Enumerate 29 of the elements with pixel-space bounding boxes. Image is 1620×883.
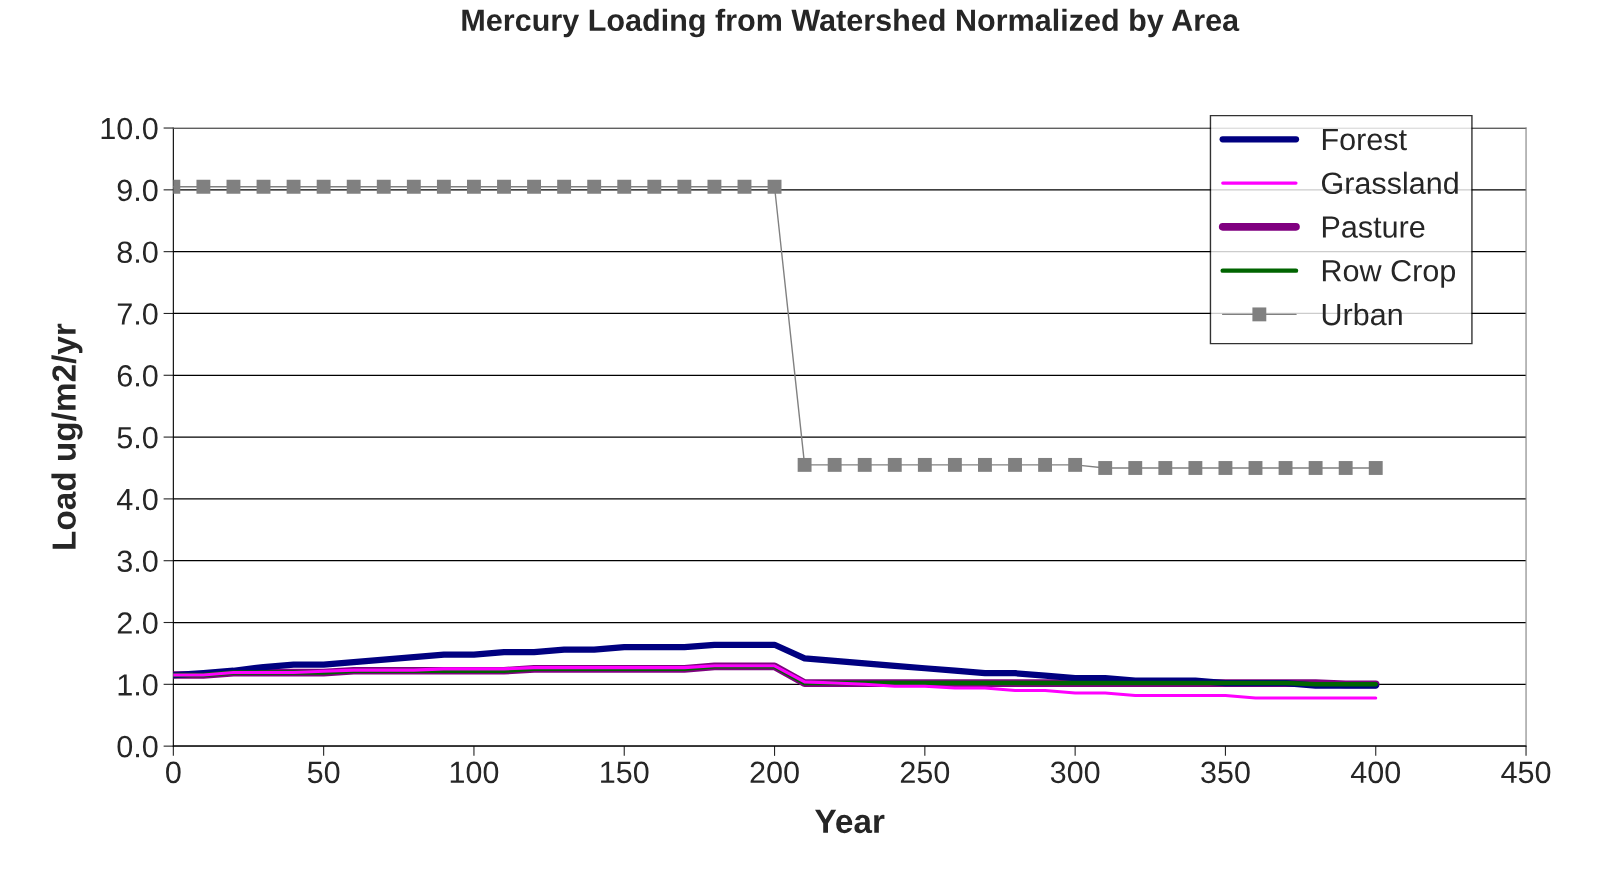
x-tick-label: 50 [307,761,340,784]
y-tick-label: 9.0 [117,179,158,202]
y-tick-label: 8.0 [117,241,158,264]
y-tick-label: 10.0 [101,117,158,140]
y-tick-label: 0.0 [117,735,158,758]
chart-title: Mercury Loading from Watershed Normalized by Area [462,8,1240,38]
y-tick-label: 7.0 [117,303,158,325]
legend-label: Pasture [1322,216,1425,238]
x-tick-label: 450 [1501,761,1551,784]
legend-label: Row Crop [1322,259,1456,288]
y-tick-label: 1.0 [118,674,158,696]
y-tick-label: 4.0 [116,488,158,511]
y-axis-title: Load ug/m2/yr [51,323,83,549]
x-tick-label: 100 [450,761,499,784]
x-tick-label: 400 [1350,761,1401,784]
y-tick-label: 5.0 [117,426,158,449]
x-axis-title: Year [815,809,885,834]
legend-label: Urban [1322,302,1402,326]
y-tick-label: 3.0 [117,550,158,573]
legend-label: Forest [1322,129,1407,151]
x-tick-label: 150 [601,761,649,784]
y-tick-label: 6.0 [117,365,158,387]
legend-label: Grassland [1321,171,1458,195]
y-tick-label: 2.0 [117,612,158,634]
x-tick-label: 250 [900,761,950,784]
x-tick-label: 300 [1050,761,1100,784]
x-tick-label: 0 [166,761,181,784]
x-tick-label: 200 [750,761,799,784]
x-tick-label: 350 [1201,761,1250,784]
